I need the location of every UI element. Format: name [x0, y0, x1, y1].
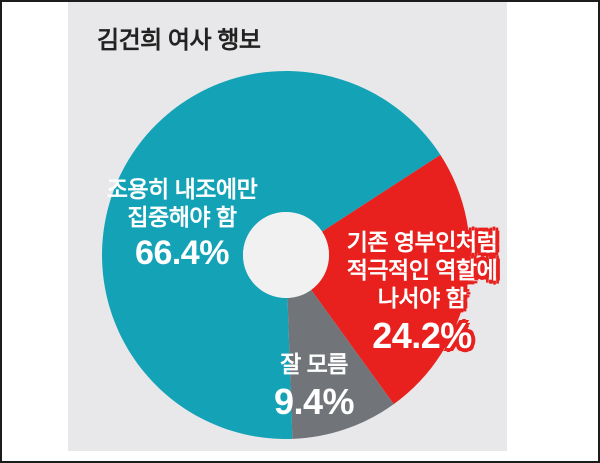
donut-slices: [102, 71, 471, 440]
donut-hole: [243, 212, 329, 298]
slice-label-teal-line1: 조용히 내조에만: [106, 176, 258, 202]
slice-label-teal-line2: 집중해야 함: [127, 204, 237, 231]
slice-label-red-line3: 나서야 함: [377, 285, 467, 312]
chart-title: 김건희 여사 행보: [97, 27, 261, 54]
donut-slice-1: [311, 154, 471, 405]
slice-value-gray: 9.4%: [273, 381, 355, 423]
donut-slice-2: [287, 289, 394, 439]
slice-label-red-line1: 기존 영부인처럼: [346, 229, 498, 255]
slice-label-red-line2: 적극적인 역할에: [346, 257, 498, 284]
slice-value-red: 24.2%: [372, 315, 472, 357]
slice-label-teal: 조용히 내조에만 집중해야 함 66.4%: [80, 175, 284, 275]
donut-slice-0: [102, 71, 441, 440]
slice-label-gray: 잘 모름 9.4%: [254, 350, 374, 424]
slice-label-red: 기존 영부인처럼 적극적인 역할에 나서야 함 24.2%: [332, 228, 512, 358]
slice-value-teal: 66.4%: [135, 234, 229, 273]
slice-label-gray-line1: 잘 모름: [280, 351, 348, 377]
